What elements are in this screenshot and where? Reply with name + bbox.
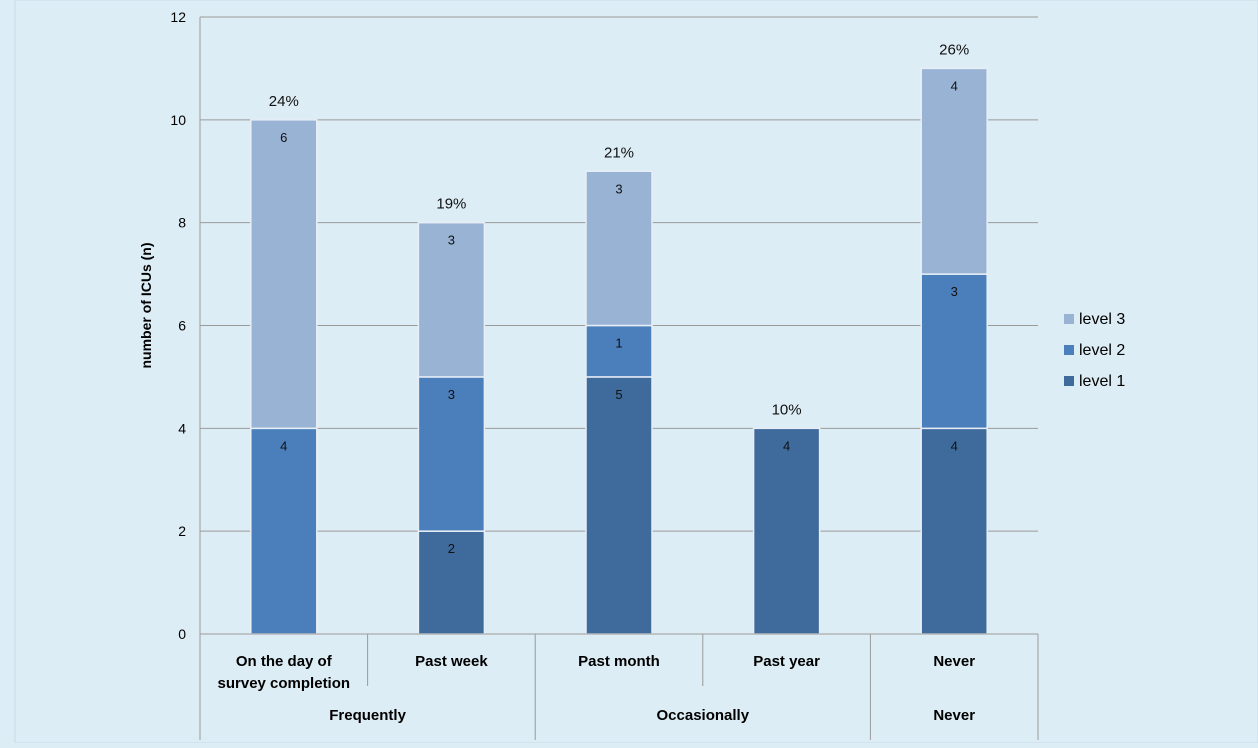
data-label: 1	[615, 336, 622, 351]
x-group-label: Occasionally	[657, 707, 750, 724]
total-percent-label: 24%	[269, 93, 299, 110]
x-group-label: Frequently	[329, 707, 406, 724]
y-tick-label: 0	[178, 626, 186, 642]
legend-swatch	[1064, 376, 1074, 386]
total-percent-label: 19%	[436, 196, 466, 213]
data-label: 3	[615, 181, 622, 196]
total-percent-label: 26%	[939, 41, 969, 58]
y-tick-label: 10	[170, 112, 186, 128]
data-label: 5	[615, 387, 622, 402]
x-category-label: Past month	[578, 653, 660, 670]
bar-segment-level-1	[417, 530, 486, 635]
y-tick-label: 4	[178, 420, 186, 436]
data-label: 2	[448, 541, 455, 556]
x-category-label: Past week	[415, 653, 488, 670]
legend-label: level 1	[1079, 373, 1125, 390]
y-tick-label: 6	[178, 318, 186, 334]
data-label: 4	[951, 78, 958, 93]
bar-segment-level-3	[920, 67, 988, 275]
y-axis-title: number of ICUs (n)	[138, 243, 154, 369]
total-percent-label: 21%	[604, 144, 634, 161]
legend-label: level 2	[1079, 342, 1125, 359]
bar-segment-level-3	[250, 119, 318, 430]
data-label: 3	[951, 284, 958, 299]
data-label: 3	[448, 233, 455, 248]
bar-segment-level-1	[752, 427, 821, 635]
y-tick-label: 12	[170, 9, 186, 25]
bar-segment-level-2	[585, 324, 653, 378]
legend-label: level 3	[1079, 311, 1125, 328]
data-label: 3	[448, 387, 455, 402]
bar-segment-level-1	[585, 376, 653, 635]
bar-segment-level-1	[920, 427, 988, 635]
y-tick-label: 8	[178, 215, 186, 231]
data-label: 6	[280, 130, 287, 145]
bar-segment-level-3	[417, 221, 486, 378]
x-category-label: On the day of	[236, 653, 333, 670]
bar-segment-level-3	[585, 170, 653, 327]
total-percent-label: 10%	[772, 401, 802, 418]
x-category-label: survey completion	[218, 675, 351, 692]
x-category-label: Past year	[753, 653, 820, 670]
data-label: 4	[783, 438, 790, 453]
bar-segment-level-2	[417, 376, 486, 532]
data-label: 4	[951, 438, 958, 453]
bar-segment-level-2	[250, 427, 318, 635]
x-group-label: Never	[933, 707, 975, 724]
legend-swatch	[1064, 314, 1074, 324]
data-label: 4	[280, 438, 287, 453]
y-tick-label: 2	[178, 523, 186, 539]
legend-swatch	[1064, 345, 1074, 355]
x-category-label: Never	[933, 653, 975, 670]
